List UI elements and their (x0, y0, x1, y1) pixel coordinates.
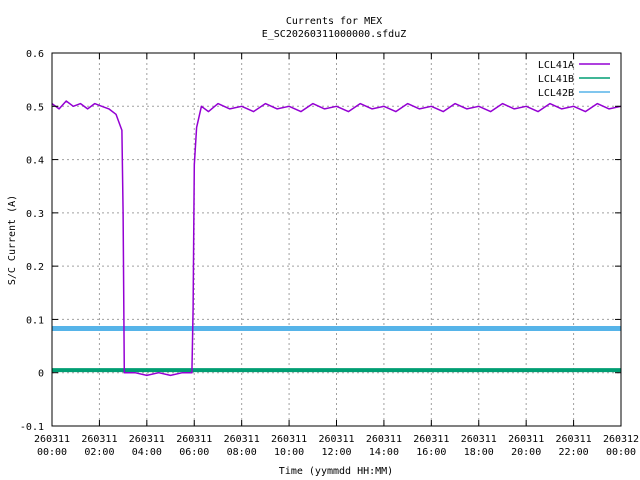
series-line-lcl41a (51, 100, 622, 377)
x-tick-label-time: 10:00 (274, 447, 304, 458)
y-tick-label: 0.1 (26, 315, 44, 326)
y-tick-label: 0.3 (26, 209, 44, 220)
x-tick-label-time: 00:00 (37, 447, 67, 458)
x-tick-label-date: 260311 (81, 434, 117, 445)
x-tick-label-date: 260311 (318, 434, 354, 445)
y-axis-label: S/C Current (A) (7, 195, 18, 285)
x-tick-label-time: 12:00 (321, 447, 351, 458)
x-tick-label-time: 06:00 (179, 447, 209, 458)
y-tick-label: 0.5 (26, 102, 44, 113)
x-tick-label-date: 260311 (224, 434, 260, 445)
x-tick-label-time: 16:00 (416, 447, 446, 458)
x-tick-label-date: 260311 (461, 434, 497, 445)
x-axis-label: Time (yymmdd HH:MM) (279, 466, 393, 477)
x-tick-label-date: 260311 (34, 434, 70, 445)
x-tick-label-time: 14:00 (369, 447, 399, 458)
x-tick-label-date: 260311 (176, 434, 212, 445)
legend-label-lcl41b: LCL41B (538, 74, 574, 85)
x-tick-label-time: 18:00 (464, 447, 494, 458)
x-tick-label-time: 08:00 (227, 447, 257, 458)
y-axis: -0.1 0 0.1 0.2 0.3 0.4 0.5 0.6 (20, 49, 621, 433)
chart-title: Currents for MEX (286, 16, 382, 27)
x-tick-label-time: 02:00 (84, 447, 114, 458)
y-tick-label: -0.1 (20, 422, 44, 433)
x-tick-label-time: 00:00 (606, 447, 636, 458)
grid-lines (52, 53, 621, 426)
legend-label-lcl42b: LCL42B (538, 88, 574, 99)
x-tick-label-date: 260311 (508, 434, 544, 445)
y-tick-label: 0.4 (26, 156, 44, 167)
legend-label-lcl41a: LCL41A (538, 60, 574, 71)
x-tick-label-date: 260311 (556, 434, 592, 445)
x-tick-label-time: 22:00 (559, 447, 589, 458)
x-axis: 260311 00:00 260311 02:00 260311 04:00 260311 0… (34, 53, 639, 458)
x-tick-label-time: 04:00 (132, 447, 162, 458)
series-layer (51, 100, 622, 377)
x-tick-label-date: 260311 (366, 434, 402, 445)
x-tick-label-time: 20:00 (511, 447, 541, 458)
x-tick-label-date: 260312 (603, 434, 639, 445)
legend: LCL41A LCL41B LCL42B (538, 60, 610, 99)
x-tick-label-date: 260311 (129, 434, 165, 445)
x-tick-label-date: 260311 (271, 434, 307, 445)
y-tick-label: 0.2 (26, 262, 44, 273)
chart-subtitle: E_SC20260311000000.sfduZ (262, 29, 407, 40)
y-tick-label: 0 (38, 369, 44, 380)
x-tick-label-date: 260311 (413, 434, 449, 445)
y-tick-label: 0.6 (26, 49, 44, 60)
